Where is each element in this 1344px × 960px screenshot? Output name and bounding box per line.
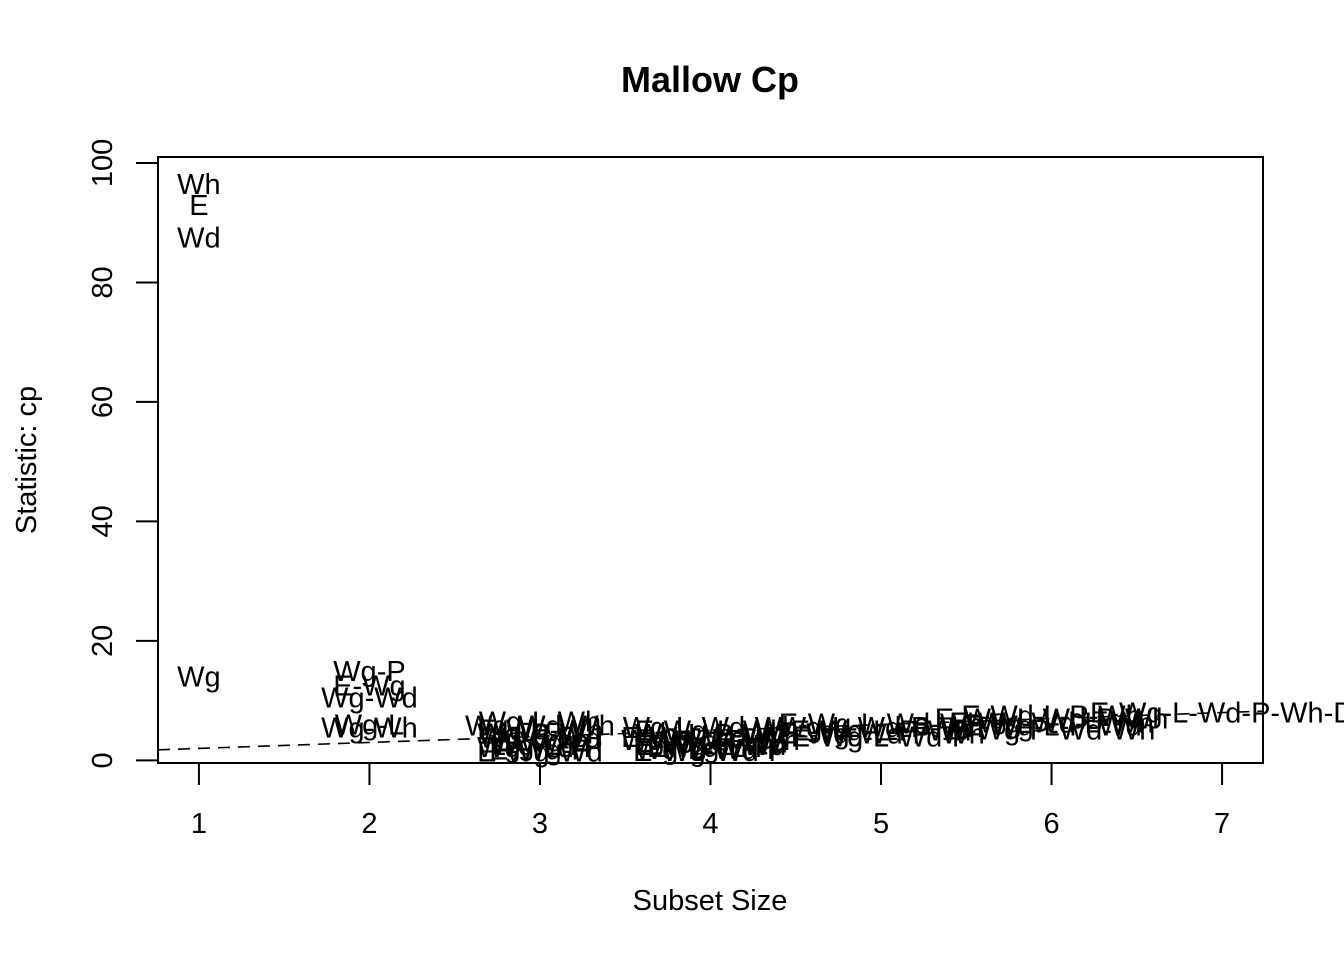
point-label: E (189, 190, 208, 222)
x-tick-label: 1 (191, 808, 207, 840)
point-label: E-Wg-Wd-Wh (621, 722, 800, 754)
reference-line (157, 710, 1264, 751)
point-label: E-Wg-L-P (647, 732, 774, 764)
point-label: E-Wg-L-Wd-P-Wh (935, 704, 1169, 736)
point-label: E-Wg-Wh (477, 714, 603, 746)
point-label: E-Wg-P-Wd-Wh (948, 714, 1156, 746)
point-label: Wg-Wd (321, 683, 418, 715)
point-label: Wg-L-Wd-P (635, 734, 786, 766)
y-tick-label: 80 (87, 266, 119, 298)
point-label: Wg-P-Wh (477, 718, 603, 750)
x-tick-label: 5 (873, 808, 889, 840)
point-label: Wg-L-Wh (479, 707, 601, 739)
y-tick-label: 40 (87, 505, 119, 537)
y-tick-label: 60 (87, 386, 119, 418)
x-tick-label: 3 (532, 808, 548, 840)
point-label: Wg-L-Wd-Wh (623, 712, 799, 744)
point-label: E-Wg-L-P-Wd (961, 711, 1141, 743)
point-label: E-Wg-L-Wh (635, 716, 786, 748)
point-label: Wg-Wd-P (477, 732, 603, 764)
point-label: E-Wd-L-P-Wh (961, 701, 1141, 733)
point-label: Wg-Wh (321, 713, 418, 745)
y-tick-label: 100 (87, 139, 119, 187)
point-label: E-Wg-L-Wd-P (791, 721, 971, 753)
point-label: E-Wg-L-Wd-P-Wh-D (1090, 698, 1344, 730)
plot-frame (157, 156, 1264, 764)
y-axis-label: Statistic: cp (11, 386, 43, 534)
x-tick-label: 7 (1214, 808, 1230, 840)
x-tick-label: 2 (361, 808, 377, 840)
point-label: E-Wg-P-Wh (633, 727, 788, 759)
y-axis: 0 20 40 60 80 100 (87, 139, 159, 768)
y-tick-label: 20 (87, 625, 119, 657)
chart-title: Mallow Cp (621, 59, 799, 100)
x-axis-label: Subset Size (633, 885, 788, 917)
point-label: E-Wg-P (489, 735, 591, 767)
point-label: E-Wg-Wd-P (633, 736, 788, 768)
point-label: E-Wg-Wd-L-Wh (949, 708, 1154, 740)
point-label: E-Wg-L-Wd-Wh (779, 708, 984, 740)
point-label: Wg-L-P (491, 730, 589, 762)
point-label: Wd (177, 223, 221, 255)
point-label: Wg-L-P-Wh (635, 719, 786, 751)
point-label: Wg-L-Wd (479, 723, 601, 755)
x-axis: 1 2 3 4 5 6 7 (191, 762, 1230, 840)
point-label: Wg-P (333, 656, 406, 688)
point-label: Wg (177, 662, 221, 694)
point-label: Wh (177, 169, 221, 201)
point-label: Wg-L (335, 710, 404, 742)
x-tick-label: 6 (1043, 808, 1059, 840)
point-label: E-Wg-L-P-Wh (791, 716, 971, 748)
point-label: E-Wg (333, 671, 406, 703)
point-label: E-Wg-L-Wd (635, 730, 786, 762)
point-label: E-Wg-Wd-P-Wh (777, 718, 985, 750)
x-tick-label: 4 (702, 808, 718, 840)
point-label: E-Wg-Wd (477, 736, 603, 768)
point-label: Wg-Wd-P-Wh (621, 725, 800, 757)
point-label: E-Wg-L (491, 726, 589, 758)
y-tick-label: 0 (87, 752, 119, 768)
point-label: Wg-Wd-Wh (465, 711, 615, 743)
point-label: Wg-L-Wd-P-Wh (779, 712, 984, 744)
